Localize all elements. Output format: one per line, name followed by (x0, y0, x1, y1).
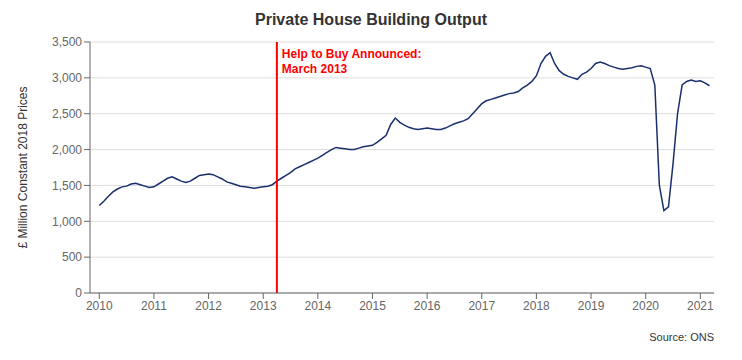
svg-text:3,000: 3,000 (52, 71, 82, 85)
svg-text:2021: 2021 (687, 299, 714, 313)
svg-text:2018: 2018 (523, 299, 550, 313)
svg-text:1,500: 1,500 (52, 179, 82, 193)
svg-text:500: 500 (62, 250, 82, 264)
svg-text:2016: 2016 (414, 299, 441, 313)
svg-text:3,500: 3,500 (52, 35, 82, 49)
svg-text:2020: 2020 (632, 299, 659, 313)
svg-text:£ Million Constant 2018 Prices: £ Million Constant 2018 Prices (16, 86, 30, 248)
svg-text:2010: 2010 (86, 299, 113, 313)
html-text:Private House Building Output: Private House Building Output (255, 11, 487, 28)
svg-text:Help to Buy Announced:March 20: Help to Buy Announced:March 2013 (282, 47, 422, 76)
svg-text:1,000: 1,000 (52, 215, 82, 229)
svg-text:2011: 2011 (141, 299, 167, 313)
svg-text:2017: 2017 (468, 299, 495, 313)
svg-text:2,000: 2,000 (52, 143, 82, 157)
svg-text:2013: 2013 (250, 299, 277, 313)
svg-text:2019: 2019 (578, 299, 605, 313)
svg-text:2,500: 2,500 (52, 107, 82, 121)
html-text:Source: ONS: Source: ONS (649, 331, 714, 343)
svg-text:0: 0 (75, 286, 82, 300)
svg-text:2014: 2014 (305, 299, 332, 313)
svg-text:2012: 2012 (195, 299, 222, 313)
svg-text:2015: 2015 (359, 299, 386, 313)
